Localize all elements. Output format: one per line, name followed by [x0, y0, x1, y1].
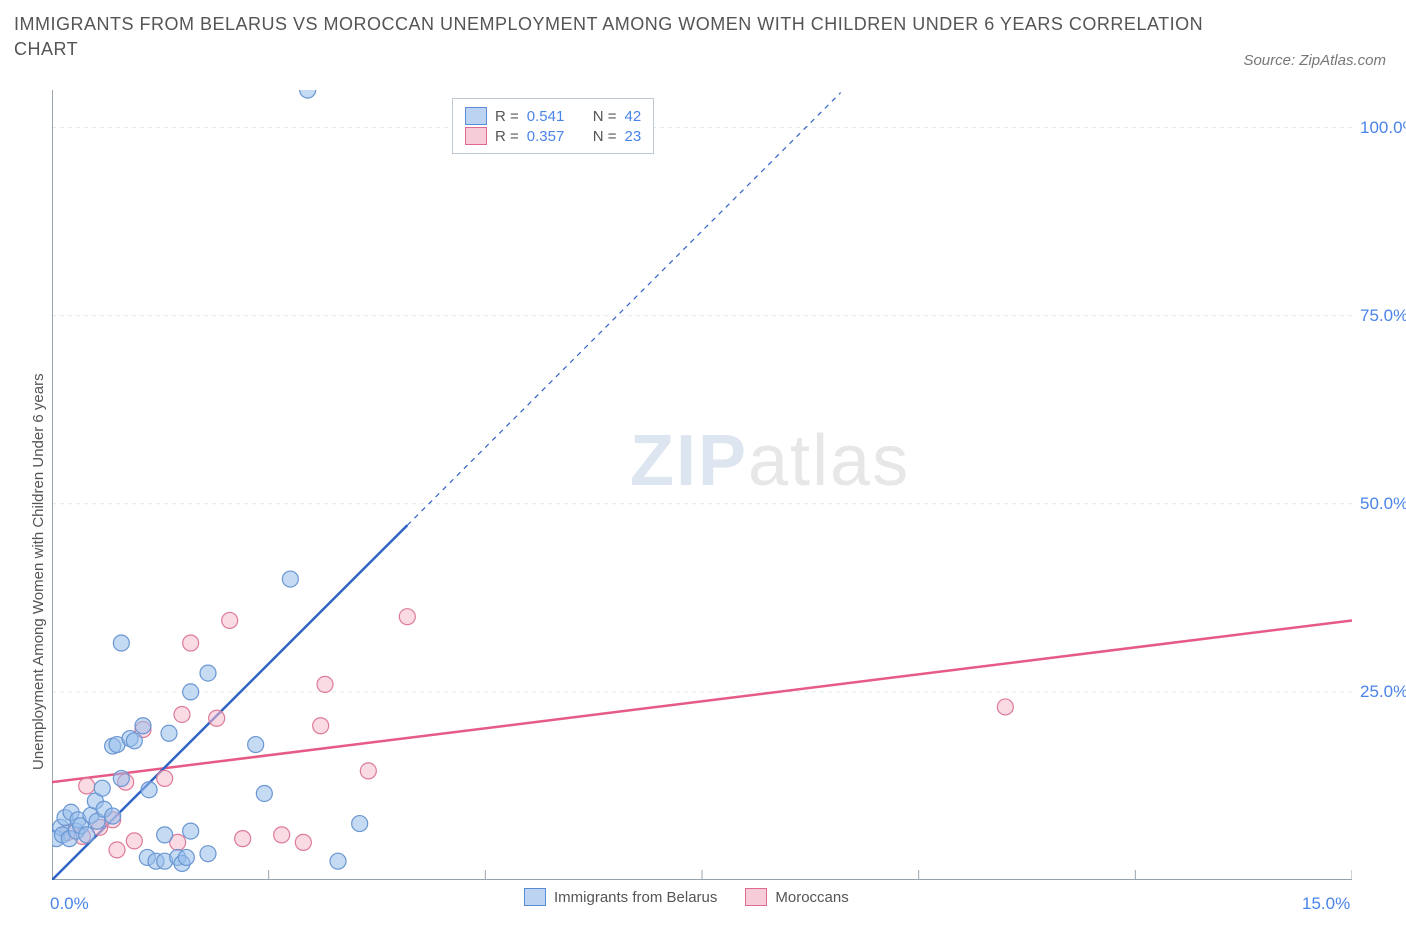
y-tick-label: 100.0%: [1360, 118, 1406, 138]
n-value: 42: [625, 108, 642, 125]
r-value: 0.541: [527, 108, 579, 125]
legend-swatch: [745, 888, 767, 906]
r-label: R =: [495, 128, 519, 145]
y-tick-label: 25.0%: [1360, 682, 1406, 702]
legend-item: Immigrants from Belarus: [524, 888, 717, 906]
legend-item: Moroccans: [745, 888, 848, 906]
chart-title: IMMIGRANTS FROM BELARUS VS MOROCCAN UNEM…: [14, 12, 1206, 62]
legend-label: Moroccans: [775, 889, 848, 906]
series-legend: Immigrants from Belarus Moroccans: [524, 888, 849, 906]
legend-swatch: [465, 107, 487, 125]
stats-legend-row: R = 0.541 N = 42: [465, 107, 641, 125]
chart-container: IMMIGRANTS FROM BELARUS VS MOROCCAN UNEM…: [0, 0, 1406, 930]
r-label: R =: [495, 108, 519, 125]
y-tick-label: 75.0%: [1360, 306, 1406, 326]
y-tick-label: 50.0%: [1360, 494, 1406, 514]
n-label: N =: [593, 108, 617, 125]
legend-swatch: [465, 127, 487, 145]
scatter-plot: [52, 90, 1352, 880]
stats-legend: R = 0.541 N = 42 R = 0.357 N = 23: [452, 98, 654, 154]
n-value: 23: [625, 128, 642, 145]
x-axis-end-label: 15.0%: [1302, 894, 1350, 914]
y-axis-label: Unemployment Among Women with Children U…: [30, 373, 47, 770]
source-label: Source: ZipAtlas.com: [1243, 52, 1386, 69]
r-value: 0.357: [527, 128, 579, 145]
stats-legend-row: R = 0.357 N = 23: [465, 127, 641, 145]
n-label: N =: [593, 128, 617, 145]
legend-swatch: [524, 888, 546, 906]
legend-label: Immigrants from Belarus: [554, 889, 717, 906]
x-axis-origin-label: 0.0%: [50, 894, 89, 914]
